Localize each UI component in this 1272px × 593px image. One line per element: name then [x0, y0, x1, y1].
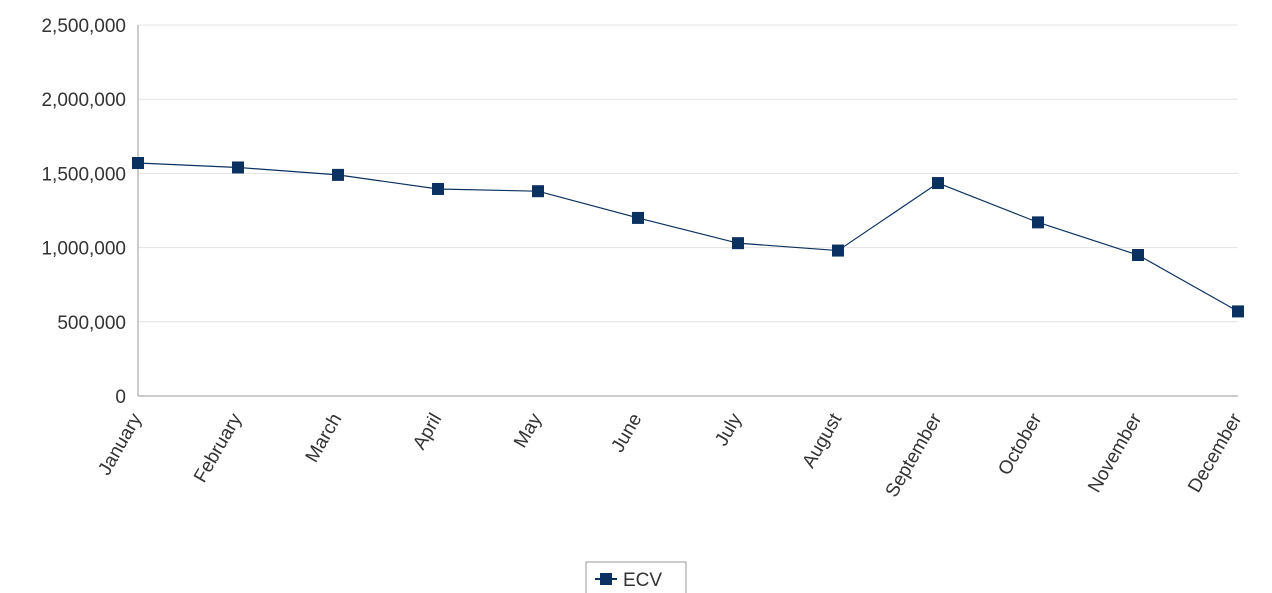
- data-point: [1032, 216, 1044, 229]
- y-tick-label: 1,000,000: [41, 239, 126, 260]
- y-tick-label: 1,500,000: [41, 164, 126, 185]
- data-point: [932, 177, 944, 190]
- x-tick-label: April: [409, 410, 446, 453]
- x-tick-label: May: [510, 410, 546, 452]
- x-tick-label: June: [608, 410, 647, 456]
- x-tick-label: October: [994, 409, 1046, 479]
- x-tick-label: January: [94, 410, 146, 479]
- x-tick-label: March: [302, 410, 347, 466]
- x-tick-label: August: [799, 409, 847, 471]
- legend-marker: [600, 573, 612, 585]
- data-point: [832, 244, 844, 257]
- data-line: [137, 162, 1239, 312]
- legend-box: [585, 561, 687, 593]
- data-point: [432, 182, 444, 195]
- x-tick-label: November: [1084, 409, 1146, 496]
- y-tick-label: 0: [115, 387, 126, 408]
- legend: ECV: [585, 561, 687, 593]
- data-point: [732, 237, 744, 250]
- x-tick-label: September: [882, 409, 947, 501]
- data-point: [632, 211, 644, 224]
- y-tick-label: 500,000: [57, 313, 126, 334]
- x-tick-label: December: [1184, 409, 1246, 496]
- y-tick-label: 2,500,000: [41, 16, 126, 37]
- data-point: [132, 157, 144, 170]
- y-tick-label: 2,000,000: [41, 90, 126, 111]
- data-point: [1232, 305, 1244, 318]
- x-tick-label: February: [190, 410, 246, 487]
- data-point: [232, 161, 244, 174]
- x-tick-label: July: [711, 410, 746, 450]
- data-point: [1132, 249, 1144, 262]
- data-point: [532, 185, 544, 198]
- legend-label: ECV: [623, 570, 662, 591]
- data-point: [332, 168, 344, 181]
